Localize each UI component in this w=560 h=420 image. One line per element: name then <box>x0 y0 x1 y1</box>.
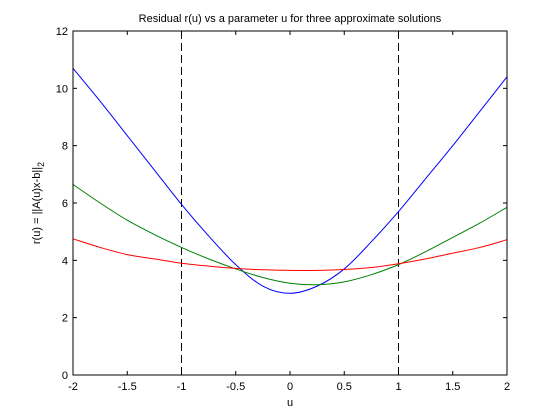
chart-title: Residual r(u) vs a parameter u for three… <box>139 13 442 25</box>
y-tick-label: 4 <box>62 255 68 267</box>
y-axis-label-subscript: 2 <box>36 162 46 167</box>
y-tick-label: 0 <box>62 370 68 382</box>
series-line-2 <box>72 183 508 286</box>
x-tick-label: 2 <box>504 381 510 393</box>
x-axis-label: u <box>287 397 293 409</box>
y-tick-label: 12 <box>56 26 68 38</box>
x-tick-label: -0.5 <box>226 381 245 393</box>
x-tick-label: -1.5 <box>118 381 137 393</box>
series-line-1 <box>72 67 508 294</box>
y-axis-label: r(u) = ||A(u)x-b||2 <box>31 162 46 244</box>
x-tick-label: -1 <box>177 381 187 393</box>
x-axis-ticks: -2 -1.5 -1 -0.5 0 0.5 1 1.5 2 <box>68 31 510 393</box>
x-tick-label: 0.5 <box>337 381 352 393</box>
y-tick-label: 10 <box>56 83 68 95</box>
plot-area <box>73 31 507 375</box>
series-line-3 <box>72 238 508 271</box>
x-tick-label: 1 <box>395 381 401 393</box>
y-tick-label: 2 <box>62 313 68 325</box>
y-tick-label: 8 <box>62 141 68 153</box>
x-tick-label: -2 <box>68 381 78 393</box>
y-axis-label-group: r(u) = ||A(u)x-b||2 <box>31 162 46 244</box>
reference-lines <box>181 31 399 375</box>
y-axis-label-main: r(u) = ||A(u)x-b|| <box>31 167 43 244</box>
x-tick-label: 1.5 <box>445 381 460 393</box>
y-tick-label: 6 <box>62 198 68 210</box>
series-layer <box>72 67 508 294</box>
x-tick-label: 0 <box>287 381 293 393</box>
y-axis-ticks: 0 2 4 6 8 10 12 <box>56 26 507 382</box>
